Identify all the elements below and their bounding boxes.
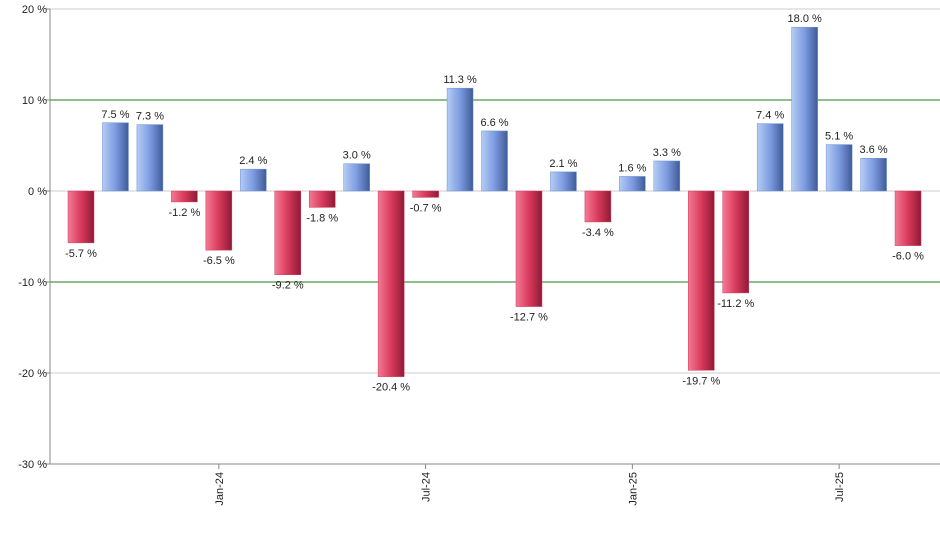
data-label: -12.7 % [510, 312, 548, 324]
bar [412, 190, 439, 198]
data-label: 6.6 % [480, 117, 508, 129]
data-label: 3.3 % [653, 147, 681, 159]
data-label: -5.7 % [65, 248, 97, 260]
bar [825, 144, 853, 192]
data-label: -1.2 % [168, 207, 200, 219]
data-label: 5.1 % [825, 131, 853, 143]
bar [102, 122, 129, 192]
y-tick-label: 20 % [22, 4, 47, 16]
bar [894, 190, 922, 246]
bar [515, 190, 543, 307]
bar [860, 157, 887, 192]
bar [619, 176, 646, 192]
bar [722, 190, 749, 294]
bar [550, 171, 577, 192]
data-label: -19.7 % [682, 375, 720, 387]
data-label: -6.5 % [203, 255, 235, 267]
data-label: -11.2 % [717, 298, 754, 310]
y-tick-label: -10 % [18, 277, 47, 289]
data-label: -20.4 % [372, 382, 410, 394]
data-label: 1.6 % [618, 162, 646, 174]
x-tick-label: Jan-24 [214, 472, 226, 506]
bar [308, 190, 336, 208]
data-label: -6.0 % [892, 251, 924, 263]
data-label: 11.3 % [443, 74, 477, 86]
y-tick-label: 0 % [28, 186, 47, 198]
bar [688, 190, 715, 371]
bar [653, 160, 681, 192]
data-label: -1.8 % [306, 212, 338, 224]
y-tick-label: -30 % [18, 459, 47, 471]
bar [756, 123, 784, 192]
data-label: 18.0 % [788, 13, 822, 25]
data-label: -9.2 % [272, 280, 304, 292]
bar [67, 190, 95, 244]
data-label: -3.4 % [582, 227, 614, 239]
y-tick-label: -20 % [18, 368, 47, 380]
x-tick-label: Jul-25 [834, 472, 846, 502]
bars [67, 26, 922, 377]
bar [446, 87, 474, 192]
bar [136, 124, 164, 192]
bar [377, 190, 405, 377]
data-label: 2.4 % [239, 155, 267, 167]
data-label: 7.3 % [136, 111, 164, 123]
data-label: 2.1 % [549, 158, 577, 170]
labels: -30 % -20 % -10 % 0 % 10 % 20 % -5.7 % 7.5 % 7.3… [18, 4, 924, 506]
bar [205, 190, 233, 251]
y-tick-label: 10 % [22, 95, 47, 107]
data-label: 7.4 % [756, 110, 784, 122]
bar [343, 163, 370, 192]
x-tick-label: Jul-24 [421, 472, 433, 502]
data-label: 3.6 % [860, 144, 888, 156]
bar [791, 26, 818, 192]
x-tick-label: Jan-25 [627, 472, 639, 506]
bar [240, 168, 267, 192]
bar [584, 190, 612, 223]
bar [481, 130, 508, 192]
bar [274, 190, 302, 275]
data-label: -0.7 % [410, 202, 442, 214]
bar [171, 190, 198, 203]
data-label: 7.5 % [101, 109, 129, 121]
data-label: 3.0 % [343, 150, 371, 162]
